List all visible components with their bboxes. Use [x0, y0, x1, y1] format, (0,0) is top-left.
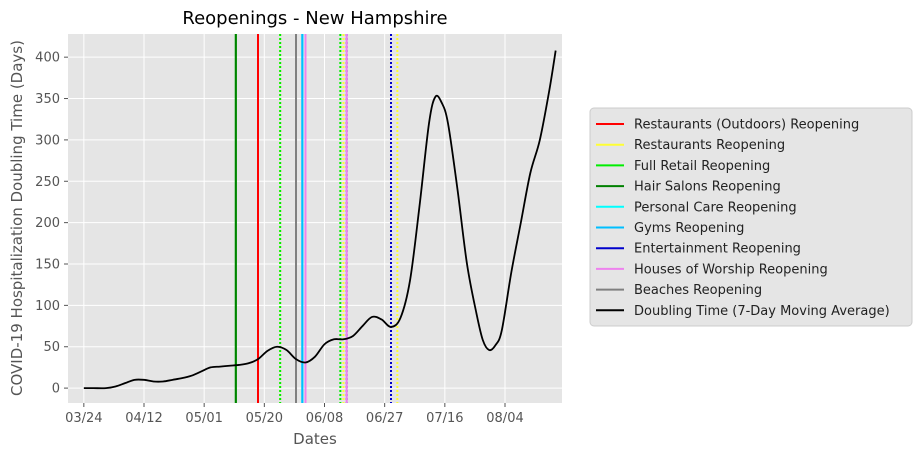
legend-label: Restaurants Reopening — [634, 138, 785, 153]
y-tick-label: 300 — [35, 133, 60, 148]
reopening-lines — [234, 34, 399, 403]
y-tick-label: 0 — [52, 382, 60, 397]
legend-label: Restaurants (Outdoors) Reopening — [634, 118, 859, 133]
y-axis-ticks: 0 50 100 150 200 250 300 350 400 — [35, 51, 68, 397]
legend-label: Hair Salons Reopening — [634, 180, 781, 195]
plot-area — [68, 34, 562, 403]
y-axis-title: COVID-19 Hospitalization Doubling Time (… — [8, 40, 26, 396]
x-axis-title: Dates — [293, 430, 337, 448]
x-tick-label: 03/24 — [65, 411, 102, 426]
y-tick-label: 400 — [35, 51, 60, 66]
y-tick-label: 100 — [35, 299, 60, 314]
chart-title: Reopenings - New Hampshire — [182, 8, 447, 29]
series-group — [83, 50, 557, 390]
series-line-doubling-time — [83, 50, 557, 390]
x-tick-label: 06/27 — [366, 411, 403, 426]
grid — [68, 34, 562, 403]
legend-label: Personal Care Reopening — [634, 200, 797, 215]
legend-label: Gyms Reopening — [634, 221, 744, 236]
y-tick-label: 150 — [35, 258, 60, 273]
x-tick-label: 05/01 — [185, 411, 222, 426]
x-tick-label: 07/16 — [426, 411, 463, 426]
y-tick-label: 50 — [43, 340, 60, 355]
legend: Restaurants (Outdoors) Reopening Restaura… — [589, 107, 913, 327]
legend-label: Houses of Worship Reopening — [634, 262, 828, 277]
legend-label: Beaches Reopening — [634, 283, 762, 298]
x-axis-ticks: 03/24 04/12 05/01 05/20 06/08 06/27 07/16 08/04 — [65, 403, 524, 426]
x-tick-label: 06/08 — [306, 411, 343, 426]
y-tick-label: 250 — [35, 175, 60, 190]
y-tick-label: 200 — [35, 216, 60, 231]
x-tick-label: 04/12 — [125, 411, 162, 426]
x-tick-label: 08/04 — [486, 411, 523, 426]
legend-label: Entertainment Reopening — [634, 242, 801, 257]
x-tick-label: 05/20 — [246, 411, 283, 426]
legend-box — [589, 107, 913, 327]
legend-label: Full Retail Reopening — [634, 159, 770, 174]
y-tick-label: 350 — [35, 92, 60, 107]
legend-label: Doubling Time (7-Day Moving Average) — [634, 304, 890, 319]
